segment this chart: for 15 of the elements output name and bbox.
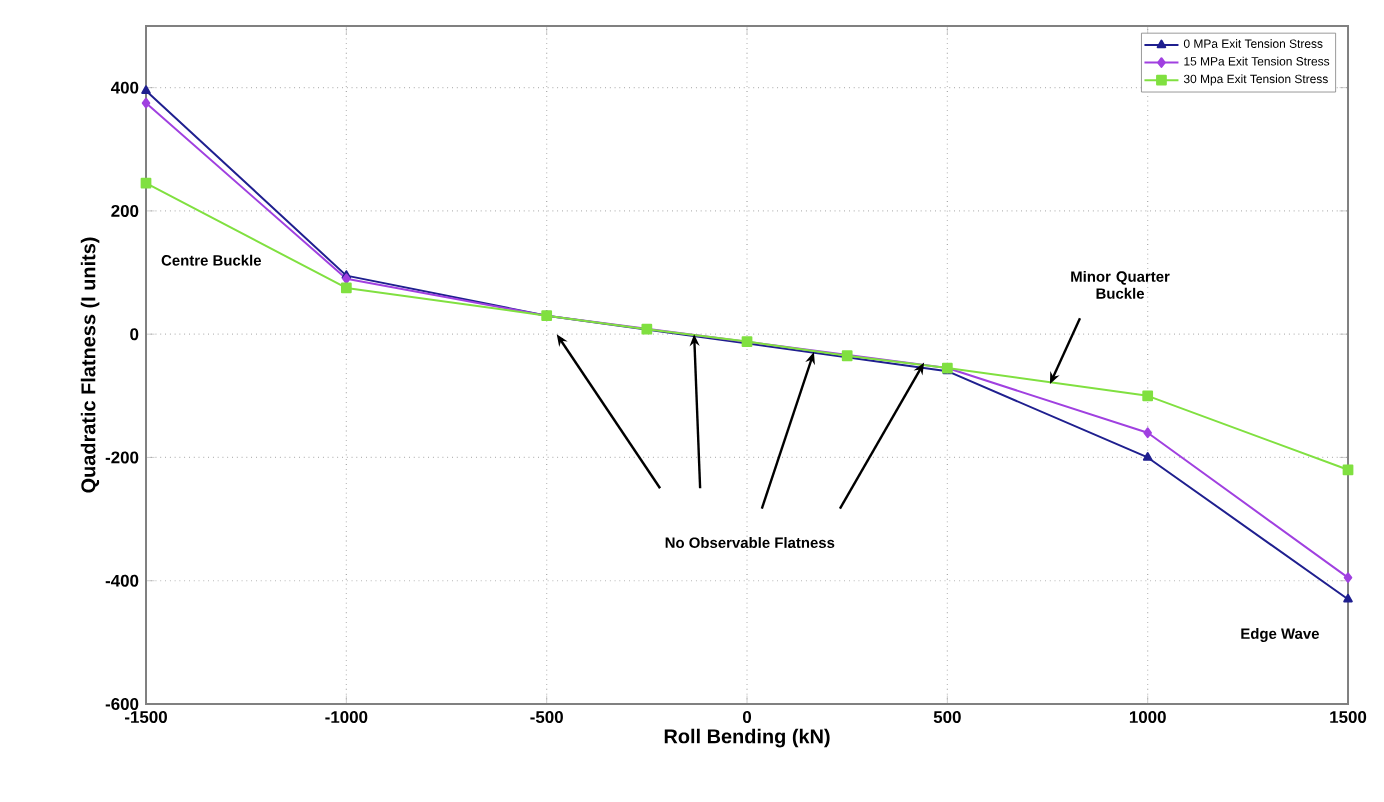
y-axis-title: Quadratic Flatness (I units) <box>80 237 100 493</box>
y-tick-label: -600 <box>105 698 139 710</box>
x-tick-label: 0 <box>742 711 752 724</box>
x-tick-label: 500 <box>933 711 961 724</box>
y-tick-label: 400 <box>110 81 139 94</box>
y-tick-label: -400 <box>105 574 139 587</box>
y-tick-label: 0 <box>130 328 139 341</box>
y-tick-label: 200 <box>111 204 139 217</box>
y-tick-label: -200 <box>105 451 139 464</box>
x-tick-label: -500 <box>530 711 563 724</box>
x-tick-label: 1000 <box>1129 711 1166 724</box>
x-axis-title: Roll Bending (kN) <box>664 728 830 748</box>
x-tick-label: -1500 <box>125 711 167 724</box>
x-tick-label: 1500 <box>1330 711 1367 724</box>
x-tick-label: -1000 <box>325 711 368 724</box>
